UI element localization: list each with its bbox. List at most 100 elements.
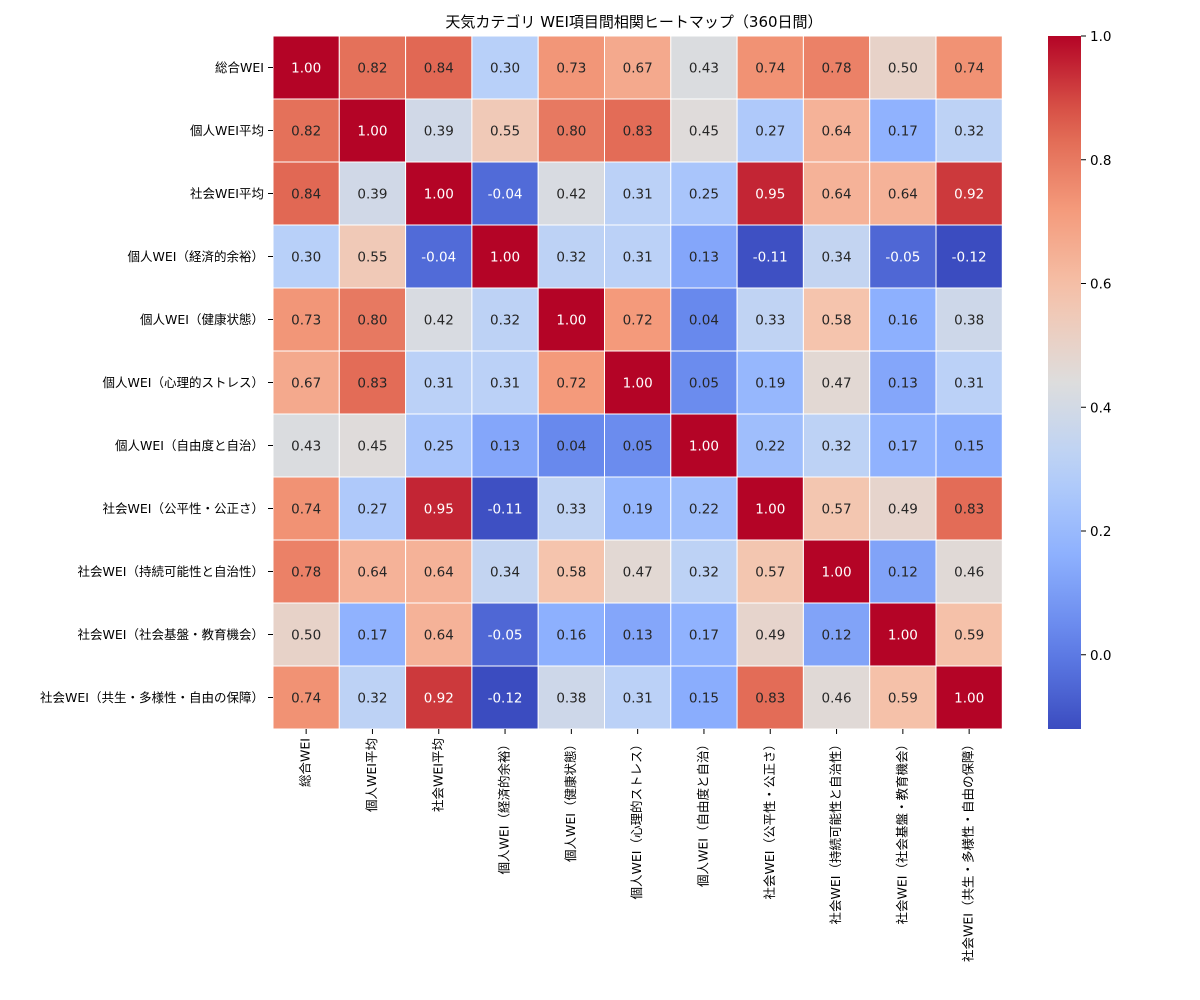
cell-value-label: 0.17 (888, 124, 918, 140)
heatmap-cell (272, 287, 340, 352)
cell-value-label: 0.33 (755, 313, 785, 329)
cell-value-label: 0.59 (888, 691, 918, 707)
cell-value-label: 0.30 (291, 250, 321, 266)
heatmap-cell (604, 413, 672, 478)
x-tick-label: 社会WEI（公平性・公正さ） (762, 738, 777, 899)
cell-value-label: -0.04 (421, 250, 456, 266)
cell-value-label: 0.15 (689, 691, 719, 707)
heatmap-cell (802, 287, 871, 352)
heatmap-cell (471, 602, 539, 667)
cell-value-label: 0.32 (556, 250, 586, 266)
y-tick-label: 社会WEI（社会基盤・教育機会） (78, 627, 264, 642)
heatmap-cell (802, 665, 871, 730)
heatmap-cell (537, 224, 606, 289)
cell-value-label: 1.00 (888, 628, 918, 644)
cell-value-label: 0.31 (954, 376, 984, 392)
cell-value-label: 1.00 (954, 691, 984, 707)
cell-value-label: 0.95 (755, 187, 785, 203)
heatmap-cell (935, 476, 1003, 541)
heatmap-cell (935, 665, 1003, 730)
cell-value-label: 0.58 (822, 313, 852, 329)
heatmap-cell (471, 35, 539, 100)
heatmap-cell (736, 602, 804, 667)
cell-value-label: 0.64 (888, 187, 918, 203)
cell-value-label: 0.55 (357, 250, 387, 266)
heatmap-cell (736, 539, 804, 604)
cell-value-label: 0.57 (822, 502, 852, 518)
cell-value-label: 0.19 (755, 376, 785, 392)
cell-value-label: 0.74 (291, 691, 321, 707)
cell-value-label: 0.47 (623, 565, 653, 581)
cell-value-label: 0.46 (822, 691, 852, 707)
colorbar-tick-label: 1.0 (1090, 29, 1111, 45)
cell-value-label: 0.04 (556, 439, 586, 455)
cell-value-label: 0.22 (689, 502, 719, 518)
colorbar-tick-label: 0.4 (1090, 400, 1111, 416)
y-tick-label: 個人WEI（健康状態） (140, 312, 264, 327)
x-tick-label: 社会WEI（共生・多様性・自由の保障） (961, 738, 976, 962)
cell-value-label: 0.34 (822, 250, 852, 266)
cell-value-label: 0.59 (954, 628, 984, 644)
cell-value-label: 0.42 (424, 313, 454, 329)
heatmap-cell (537, 161, 606, 226)
heatmap-cell (405, 35, 473, 100)
cell-value-label: 0.31 (424, 376, 454, 392)
heatmap-cells: 1.00 0.82 0.84 0.30 0.73 0.67 0.43 0.74 0.78 0.50… (272, 35, 1003, 730)
heatmap-cell (670, 161, 738, 226)
heatmap-cell (935, 161, 1003, 226)
cell-value-label: -0.05 (488, 628, 523, 644)
heatmap-cell (471, 350, 539, 415)
heatmap-cell (272, 35, 340, 100)
cell-value-label: 0.31 (623, 187, 653, 203)
heatmap-cell (338, 413, 407, 478)
heatmap-cell (802, 413, 871, 478)
cell-value-label: 0.34 (490, 565, 520, 581)
cell-value-label: 0.25 (424, 439, 454, 455)
cell-value-label: 0.74 (954, 61, 984, 77)
heatmap-cell (405, 665, 473, 730)
heatmap-cell (869, 665, 937, 730)
cell-value-label: 0.73 (556, 61, 586, 77)
cell-value-label: 0.84 (424, 61, 454, 77)
heatmap-cell (272, 98, 340, 163)
heatmap-cell (272, 602, 340, 667)
heatmap-cell (604, 161, 672, 226)
heatmap-cell (869, 476, 937, 541)
cell-value-label: 0.45 (689, 124, 719, 140)
cell-value-label: 0.72 (556, 376, 586, 392)
cell-value-label: 0.17 (888, 439, 918, 455)
cell-value-label: 0.13 (490, 439, 520, 455)
cell-value-label: 0.15 (954, 439, 984, 455)
heatmap-cell (537, 602, 606, 667)
heatmap-cell (736, 98, 804, 163)
cell-value-label: 0.32 (490, 313, 520, 329)
cell-value-label: 0.73 (291, 313, 321, 329)
cell-value-label: 0.31 (623, 250, 653, 266)
heatmap-cell (869, 35, 937, 100)
colorbar: 0.0 0.2 0.4 0.6 0.8 1.0 (1048, 29, 1111, 729)
cell-value-label: -0.11 (488, 502, 523, 518)
heatmap-cell (537, 287, 606, 352)
heatmap-cell (869, 539, 937, 604)
heatmap-cell (670, 98, 738, 163)
heatmap-cell (338, 665, 407, 730)
cell-value-label: 0.31 (623, 691, 653, 707)
heatmap-cell (736, 35, 804, 100)
cell-value-label: 0.38 (954, 313, 984, 329)
y-tick-label: 総合WEI (215, 60, 264, 75)
heatmap-cell (869, 224, 937, 289)
heatmap-cell (604, 665, 672, 730)
cell-value-label: 0.92 (424, 691, 454, 707)
heatmap-cell (604, 98, 672, 163)
heatmap-cell (935, 413, 1003, 478)
cell-value-label: 0.17 (357, 628, 387, 644)
cell-value-label: 1.00 (424, 187, 454, 203)
heatmap-cell (272, 161, 340, 226)
y-tick-label: 社会WEI（共生・多様性・自由の保障） (40, 690, 264, 705)
heatmap-cell (604, 539, 672, 604)
heatmap-cell (935, 35, 1003, 100)
cell-value-label: 0.46 (954, 565, 984, 581)
colorbar-tick-label: 0.8 (1090, 153, 1111, 169)
cell-value-label: 0.05 (623, 439, 653, 455)
